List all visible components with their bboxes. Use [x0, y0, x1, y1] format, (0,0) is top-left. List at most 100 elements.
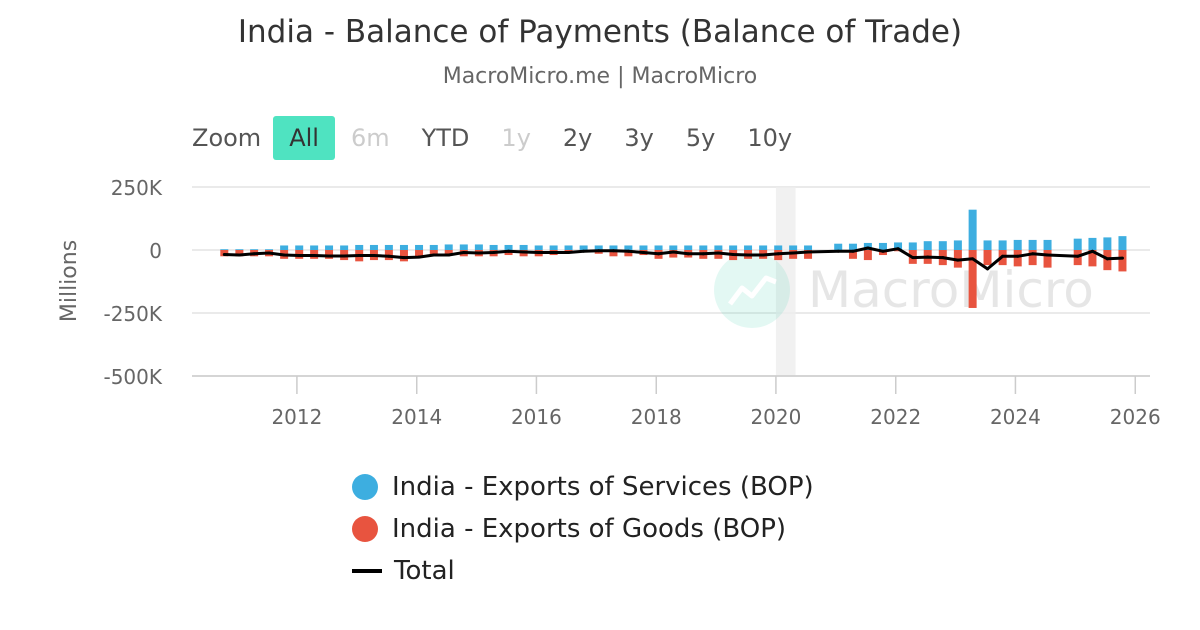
- bar-services: [699, 245, 708, 250]
- x-tick-label: 2024: [990, 405, 1041, 429]
- bar-services: [579, 245, 588, 250]
- y-axis-label: Millions: [57, 240, 82, 322]
- point-total: [626, 249, 630, 253]
- point-total: [686, 252, 690, 256]
- bar-services: [998, 240, 1007, 250]
- point-total: [1120, 256, 1124, 260]
- bar-goods: [399, 250, 408, 262]
- zoom-2y-button[interactable]: 2y: [562, 124, 593, 152]
- chart-title: India - Balance of Payments (Balance of …: [237, 14, 963, 50]
- point-total: [507, 249, 511, 253]
- bar-services: [534, 245, 543, 250]
- x-tick-label: 2012: [271, 405, 322, 429]
- bar-services: [654, 245, 663, 250]
- bar-services: [1013, 239, 1022, 250]
- bar-goods: [669, 250, 678, 258]
- bar-services: [355, 244, 364, 250]
- y-tick-label: -250K: [103, 302, 162, 326]
- legend-item-goods[interactable]: India - Exports of Goods (BOP): [352, 508, 814, 550]
- bar-services: [489, 244, 498, 250]
- bar-services: [220, 249, 229, 251]
- x-tick-label: 2022: [870, 405, 921, 429]
- zoom-1y-button[interactable]: 1y: [501, 124, 531, 152]
- point-total: [1046, 253, 1050, 257]
- point-total: [971, 257, 975, 261]
- bar-services: [684, 245, 693, 250]
- bar-services: [804, 245, 813, 250]
- point-total: [761, 253, 765, 257]
- watermark: MacroMicro: [714, 252, 1094, 328]
- point-total: [267, 251, 271, 255]
- bar-services: [429, 244, 438, 250]
- point-total: [222, 253, 226, 257]
- bar-services: [624, 245, 633, 250]
- series-services-bars[interactable]: [220, 209, 1127, 251]
- point-total: [432, 253, 436, 257]
- y-axis: 250K 0 -250K -500K: [103, 176, 162, 389]
- bar-goods: [1043, 250, 1052, 268]
- point-total: [462, 251, 466, 255]
- bar-services: [968, 209, 977, 250]
- bar-services: [399, 244, 408, 250]
- point-total: [806, 250, 810, 254]
- watermark-logo-line: [728, 275, 777, 306]
- bar-services: [519, 244, 528, 250]
- highlight-band: [775, 187, 796, 376]
- bar-services: [714, 245, 723, 250]
- point-total: [447, 253, 451, 257]
- legend-item-total[interactable]: Total: [352, 550, 814, 592]
- bar-goods: [1088, 250, 1097, 267]
- zoom-ytd-button[interactable]: YTD: [421, 124, 470, 152]
- point-total: [1090, 249, 1094, 253]
- bar-services: [325, 245, 334, 250]
- bar-services: [504, 244, 513, 250]
- bar-services: [564, 245, 573, 250]
- point-total: [1001, 254, 1005, 258]
- legend-item-services[interactable]: India - Exports of Services (BOP): [352, 466, 814, 508]
- y-tick-label: 0: [149, 239, 162, 263]
- point-total: [552, 251, 556, 255]
- series-total-line[interactable]: [222, 246, 1124, 271]
- x-tick-label: 2026: [1110, 405, 1161, 429]
- point-total: [611, 249, 615, 253]
- point-total: [387, 254, 391, 258]
- bar-services: [774, 245, 783, 250]
- bar-services: [834, 243, 843, 250]
- point-total: [986, 267, 990, 271]
- legend-services-label: India - Exports of Services (BOP): [392, 472, 814, 502]
- point-total: [252, 252, 256, 256]
- point-total: [1105, 257, 1109, 261]
- legend: India - Exports of Services (BOP) India …: [352, 466, 814, 592]
- bar-services: [1103, 237, 1112, 250]
- point-total: [791, 251, 795, 255]
- bar-services: [369, 244, 378, 250]
- zoom-6m-button[interactable]: 6m: [350, 124, 390, 152]
- bar-services: [923, 241, 932, 250]
- point-total: [671, 250, 675, 254]
- x-tick-label: 2016: [511, 405, 562, 429]
- bar-services: [759, 245, 768, 250]
- bar-goods: [1013, 250, 1022, 267]
- point-total: [237, 253, 241, 257]
- bar-services: [639, 245, 648, 250]
- point-total: [522, 250, 526, 254]
- bar-services: [549, 245, 558, 250]
- zoom-5y-button[interactable]: 5y: [685, 124, 716, 152]
- zoom-10y-button[interactable]: 10y: [747, 124, 793, 152]
- watermark-text: MacroMicro: [808, 261, 1094, 319]
- point-total: [776, 252, 780, 256]
- point-total: [597, 249, 601, 253]
- bar-services: [609, 245, 618, 250]
- bar-services: [295, 245, 304, 250]
- bar-services: [789, 245, 798, 250]
- bar-services: [310, 245, 319, 250]
- point-total: [716, 251, 720, 255]
- zoom-3y-button[interactable]: 3y: [624, 124, 654, 152]
- bar-goods: [235, 250, 244, 257]
- bar-services: [280, 245, 289, 250]
- bar-goods: [325, 250, 334, 259]
- zoom-all-button[interactable]: All: [273, 116, 335, 160]
- bar-services: [1043, 239, 1052, 250]
- x-tick-label: 2020: [750, 405, 801, 429]
